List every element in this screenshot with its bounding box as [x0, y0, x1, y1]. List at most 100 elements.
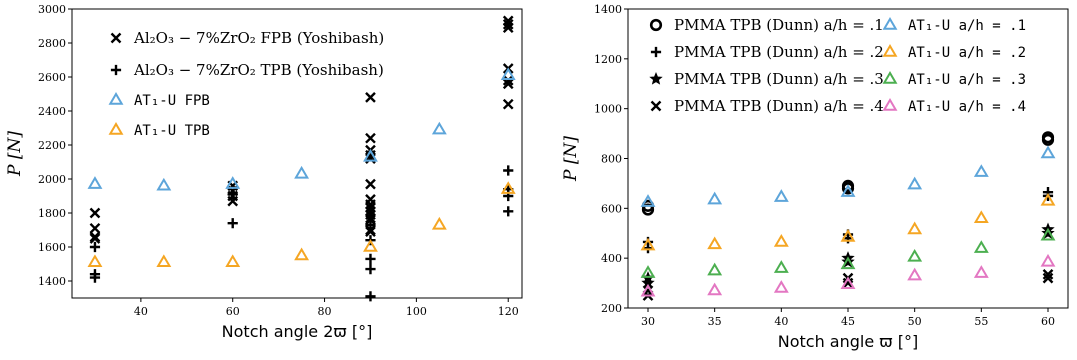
x-tick-label: 60	[1041, 315, 1055, 328]
legend-label: Al₂O₃ − 7%ZrO₂ FPB (Yoshibash)	[133, 29, 384, 47]
legend-label: PMMA TPB (Dunn) a/h = .2	[674, 43, 884, 61]
legend-label: AT₁-U a/h = .2	[908, 45, 1026, 61]
data-point	[907, 248, 923, 262]
data-point	[431, 216, 447, 230]
data-point	[907, 176, 923, 190]
legend-entry: Al₂O₃ − 7%ZrO₂ TPB (Yoshibash)	[110, 61, 384, 79]
data-point	[156, 254, 172, 268]
data-point	[973, 265, 989, 278]
legend-entry: PMMA TPB (Dunn) a/h = .1	[649, 16, 884, 34]
legend-entry: AT₁-U a/h = .1	[882, 17, 1026, 34]
x-tick-label: 100	[406, 305, 427, 318]
data-point	[294, 165, 310, 179]
x-tick-label: 120	[498, 305, 519, 318]
data-point	[365, 291, 376, 302]
data-point	[840, 276, 856, 290]
legend-label: PMMA TPB (Dunn) a/h = .1	[674, 16, 884, 34]
x-tick-label: 40	[774, 315, 788, 328]
series-2	[87, 67, 516, 191]
x-axis-label: Notch angle 2ϖ [°]	[222, 322, 373, 341]
legend-label: AT₁-U TPB	[134, 123, 210, 139]
y-axis-label: P [N]	[5, 131, 25, 177]
data-point	[365, 219, 376, 230]
legend: Al₂O₃ − 7%ZrO₂ FPB (Yoshibash) Al₂O₃ − 7%…	[108, 29, 384, 139]
data-point	[773, 189, 789, 202]
legend-marker	[649, 71, 663, 85]
y-tick-label: 1400	[594, 3, 622, 16]
series-7	[640, 253, 1056, 297]
y-tick-label: 1800	[38, 207, 66, 220]
data-point	[89, 207, 101, 219]
data-point	[500, 181, 516, 194]
data-point	[773, 233, 789, 247]
data-point	[973, 240, 989, 253]
data-point	[363, 239, 378, 252]
legend-marker	[650, 46, 662, 58]
legend-label: AT₁-U a/h = .1	[908, 18, 1026, 34]
x-tick-label: 45	[841, 315, 855, 328]
data-point	[89, 231, 101, 243]
data-point	[773, 260, 789, 273]
data-point	[707, 262, 723, 276]
data-point	[503, 165, 514, 176]
data-point	[1040, 192, 1056, 206]
data-point	[973, 164, 989, 177]
legend-entry: PMMA TPB (Dunn) a/h = .3	[649, 70, 884, 88]
data-point	[156, 177, 172, 191]
data-point	[707, 191, 723, 205]
legend-label: Al₂O₃ − 7%ZrO₂ TPB (Yoshibash)	[133, 61, 384, 79]
legend-entry: AT₁-U TPB	[108, 122, 210, 139]
data-point	[502, 75, 514, 86]
legend-marker	[110, 64, 122, 76]
data-point	[502, 98, 514, 110]
data-point	[294, 247, 310, 261]
data-point	[841, 182, 855, 195]
data-point	[907, 267, 923, 281]
y-tick-label: 2800	[38, 37, 66, 50]
data-point	[365, 226, 376, 238]
data-point	[973, 210, 989, 224]
x-tick-label: 50	[908, 315, 922, 328]
data-point	[502, 18, 514, 30]
data-point	[225, 176, 241, 189]
series-0	[641, 131, 1055, 216]
legend-label: AT₁-U a/h = .3	[908, 72, 1026, 88]
data-point	[640, 237, 656, 251]
data-point	[640, 283, 656, 297]
data-point	[365, 264, 376, 275]
x-tick-label: 35	[708, 315, 722, 328]
legend: PMMA TPB (Dunn) a/h = .1 PMMA TPB (Dunn) …	[649, 16, 1026, 115]
data-point	[363, 148, 378, 162]
data-point	[707, 282, 723, 296]
x-tick-label: 30	[641, 315, 655, 328]
y-tick-label: 1200	[594, 53, 622, 66]
right-chart: 30 35 40 45 50 55 60 200 400 600 800 1000 1200 1400 No…	[561, 3, 1069, 351]
data-point	[640, 265, 656, 278]
series-1	[642, 187, 1054, 254]
data-point	[840, 229, 856, 242]
data-point	[1040, 253, 1056, 267]
y-tick-label: 400	[601, 252, 622, 265]
data-point	[227, 189, 238, 200]
data-point	[89, 272, 101, 283]
x-tick-label: 60	[226, 305, 240, 318]
data-point	[89, 233, 101, 244]
legend-entry: AT₁-U a/h = .4	[882, 98, 1026, 115]
y-tick-label: 600	[601, 202, 622, 215]
legend-label: AT₁-U FPB	[134, 93, 210, 109]
legend-label: PMMA TPB (Dunn) a/h = .4	[674, 97, 884, 115]
data-point	[502, 78, 514, 90]
data-point	[87, 176, 103, 189]
data-point	[1042, 272, 1054, 284]
legend-marker	[110, 32, 122, 44]
legend-entry: PMMA TPB (Dunn) a/h = .2	[650, 43, 884, 61]
legend-entry: AT₁-U a/h = .2	[882, 44, 1026, 61]
y-tick-label: 2400	[38, 105, 66, 118]
y-tick-label: 800	[601, 153, 622, 166]
data-point	[773, 280, 789, 293]
series-1	[89, 165, 514, 302]
x-tick-label: 55	[974, 315, 988, 328]
series-3	[642, 269, 1054, 301]
x-tick-label: 80	[318, 305, 332, 318]
legend-marker	[882, 98, 898, 111]
